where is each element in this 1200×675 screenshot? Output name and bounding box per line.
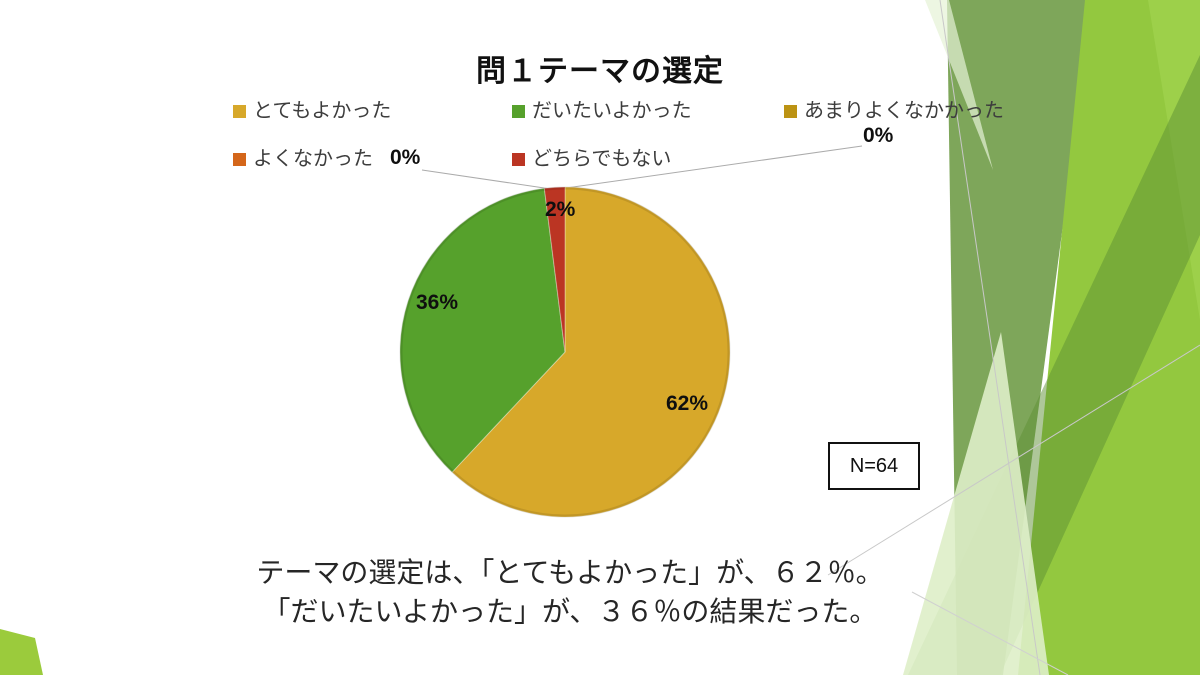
legend-label-mostly-good: だいたいよかった	[532, 100, 692, 122]
legend-item-mostly-good: だいたいよかった	[512, 100, 692, 122]
data-label-neither: 2%	[545, 198, 576, 221]
chart-title: 問１テーマの選定	[476, 55, 724, 88]
data-label-mostly-good: 36%	[416, 291, 459, 314]
summary-line-2: 「だいたいよかった」が、３６％の結果だった。	[262, 596, 878, 627]
summary-text: テーマの選定は、「とてもよかった」が、６２％。 「だいたいよかった」が、３６％の…	[0, 553, 1140, 631]
legend-swatch-mostly-good	[512, 105, 525, 118]
legend-swatch-very-good	[233, 105, 246, 118]
summary-line-1: テーマの選定は、「とてもよかった」が、６２％。	[256, 557, 884, 588]
legend-label-very-good: とてもよかった	[253, 100, 392, 122]
legend-item-not-very-good: あまりよくなかかった	[784, 100, 1004, 122]
legend-item-not-good: よくなかった	[233, 148, 373, 170]
sample-size-text: N=64	[849, 454, 899, 477]
legend-swatch-not-good	[233, 153, 246, 166]
facet-accent-lines	[827, 0, 1200, 675]
legend-label-neither: どちらでもない	[532, 148, 672, 170]
data-label-not-good: 0%	[390, 146, 421, 169]
legend-item-neither: どちらでもない	[512, 148, 671, 170]
legend-swatch-neither	[512, 153, 525, 166]
legend-item-very-good: とてもよかった	[233, 100, 391, 122]
legend-label-not-good: よくなかった	[253, 148, 373, 170]
legend-label-not-very-good: あまりよくなかかった	[804, 100, 1004, 122]
data-label-not-very-good: 0%	[863, 124, 894, 147]
legend-swatch-not-very-good	[784, 105, 797, 118]
data-label-very-good: 62%	[666, 392, 709, 415]
sample-size-box: N=64	[828, 442, 920, 490]
